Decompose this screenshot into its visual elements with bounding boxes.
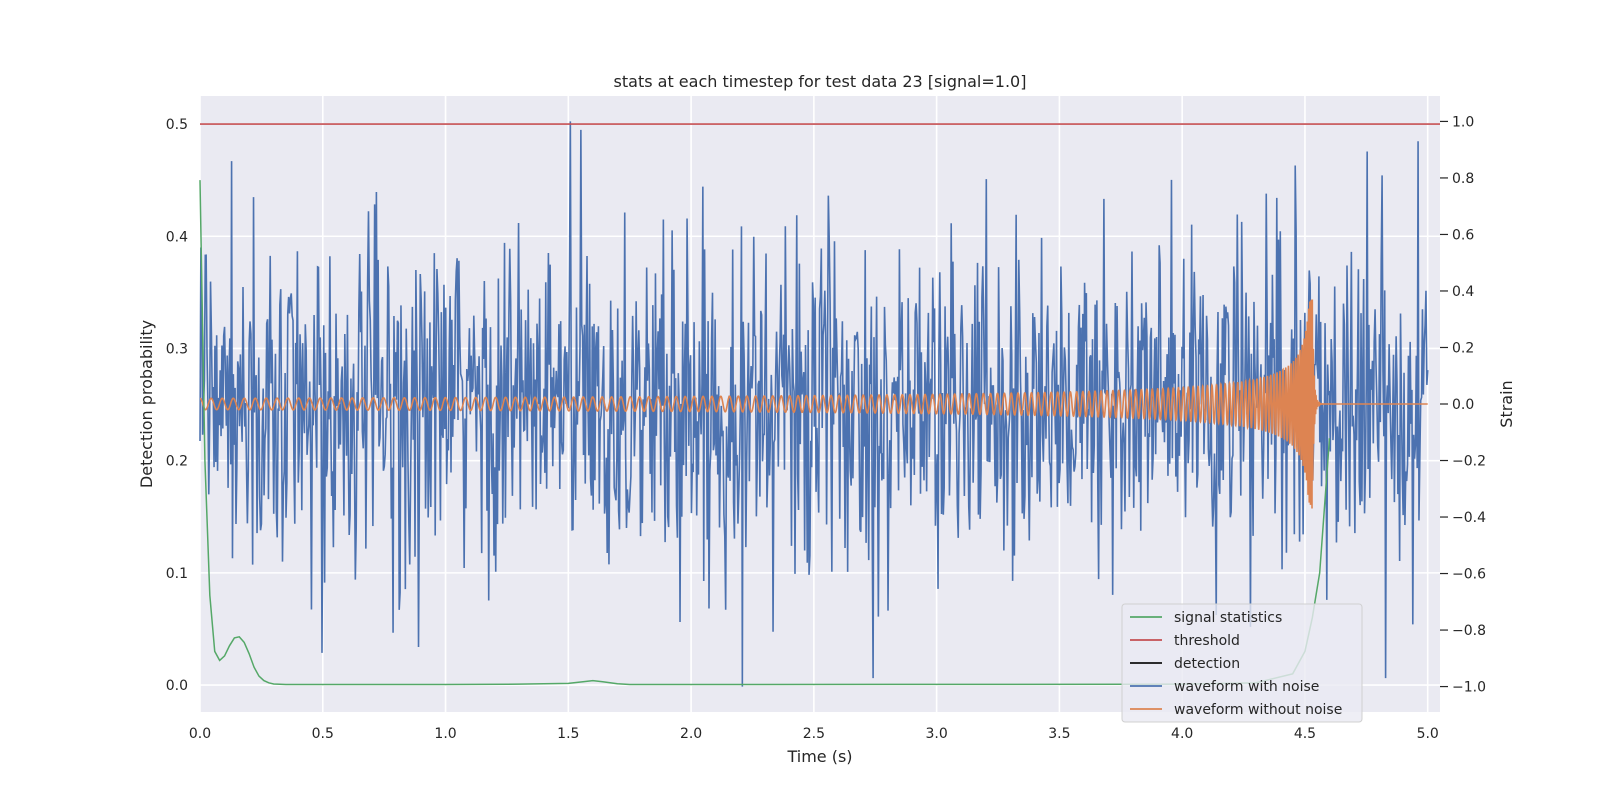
y-left-tick-label: 0.5 bbox=[166, 117, 188, 133]
legend-label-threshold: threshold bbox=[1174, 633, 1240, 649]
x-tick-label: 3.0 bbox=[926, 726, 948, 742]
x-tick-label: 2.5 bbox=[803, 726, 825, 742]
y-axis-label-left: Detection probability bbox=[137, 320, 156, 488]
y-right-tick-label: 0.2 bbox=[1452, 340, 1474, 356]
x-tick-label: 1.5 bbox=[557, 726, 579, 742]
legend-label-detection: detection bbox=[1174, 656, 1240, 672]
y-right-tick-label: 0.0 bbox=[1452, 397, 1474, 413]
y-left-tick-label: 0.2 bbox=[166, 454, 188, 470]
x-tick-label: 4.0 bbox=[1171, 726, 1193, 742]
y-right-tick-label: 0.6 bbox=[1452, 227, 1474, 243]
legend-label-waveform-without-noise: waveform without noise bbox=[1174, 702, 1342, 718]
legend-box bbox=[1121, 603, 1363, 723]
x-axis-label: Time (s) bbox=[786, 747, 852, 766]
y-left-tick-label: 0.3 bbox=[166, 341, 188, 357]
legend-label-signal-statistics: signal statistics bbox=[1174, 610, 1282, 626]
x-tick-label: 4.5 bbox=[1294, 726, 1316, 742]
x-tick-label: 3.5 bbox=[1048, 726, 1070, 742]
x-tick-label: 1.0 bbox=[434, 726, 456, 742]
x-tick-label: 2.0 bbox=[680, 726, 702, 742]
y-left-tick-label: 0.4 bbox=[166, 229, 188, 245]
x-tick-label: 5.0 bbox=[1417, 726, 1439, 742]
legend: signal statistics threshold detection wa… bbox=[1121, 603, 1363, 723]
y-right-tick-label: −0.8 bbox=[1452, 623, 1486, 639]
x-tick-label: 0.0 bbox=[189, 726, 211, 742]
series-line-waveform-without-noise bbox=[199, 299, 1428, 509]
legend-label-waveform-with-noise: waveform with noise bbox=[1174, 679, 1319, 695]
y-left-tick-label: 0.1 bbox=[166, 566, 188, 582]
axes: 0.0 0.5 1.0 1.5 2.0 2.5 3.0 3.5 4.0 4.5 5.0 0.0 0.1 0… bbox=[166, 114, 1486, 742]
y-right-tick-label: 0.8 bbox=[1452, 171, 1474, 187]
y-right-tick-label: −0.2 bbox=[1452, 454, 1486, 470]
y-left-tick-label: 0.0 bbox=[166, 678, 188, 694]
x-tick-label: 0.5 bbox=[312, 726, 334, 742]
chart-title: stats at each timestep for test data 23 … bbox=[614, 72, 1027, 91]
y-right-tick-label: 0.4 bbox=[1452, 284, 1474, 300]
y-axis-label-right: Strain bbox=[1497, 380, 1516, 427]
y-right-tick-label: 1.0 bbox=[1452, 114, 1474, 130]
y-right-tick-label: −0.4 bbox=[1452, 510, 1486, 526]
y-right-tick-label: −1.0 bbox=[1452, 680, 1486, 696]
y-right-tick-label: −0.6 bbox=[1452, 567, 1486, 583]
